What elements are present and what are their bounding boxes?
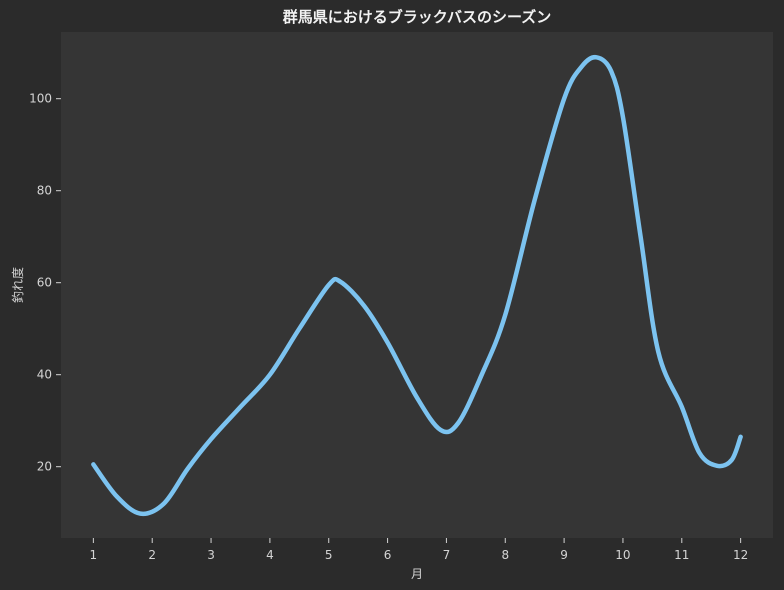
x-tick-label: 11 xyxy=(674,548,689,562)
y-tick-label: 20 xyxy=(37,460,52,474)
x-tick-label: 9 xyxy=(560,548,568,562)
x-tick-label: 7 xyxy=(443,548,451,562)
x-tick-label: 1 xyxy=(90,548,98,562)
y-tick-label: 80 xyxy=(37,184,52,198)
series-line xyxy=(91,54,743,517)
x-axis-label: 月 xyxy=(411,567,423,581)
x-tick-label: 8 xyxy=(501,548,509,562)
x-tick-label: 2 xyxy=(148,548,156,562)
chart-title: 群馬県におけるブラックバスのシーズン xyxy=(283,8,552,26)
x-tick-label: 5 xyxy=(325,548,333,562)
y-tick-label: 60 xyxy=(37,276,52,290)
y-tick-label: 100 xyxy=(29,92,52,106)
x-tick-label: 4 xyxy=(266,548,274,562)
plot-area xyxy=(61,32,773,538)
y-tick-label: 40 xyxy=(37,368,52,382)
x-tick-label: 6 xyxy=(384,548,392,562)
y-axis-label: 釣れ度 xyxy=(10,267,25,303)
y-axis: 20 40 60 80 100 xyxy=(29,92,61,474)
x-tick-label: 3 xyxy=(207,548,215,562)
x-axis: 1 2 3 4 5 6 7 8 9 10 11 12 xyxy=(90,538,748,562)
x-tick-label: 12 xyxy=(733,548,748,562)
x-tick-label: 10 xyxy=(615,548,630,562)
